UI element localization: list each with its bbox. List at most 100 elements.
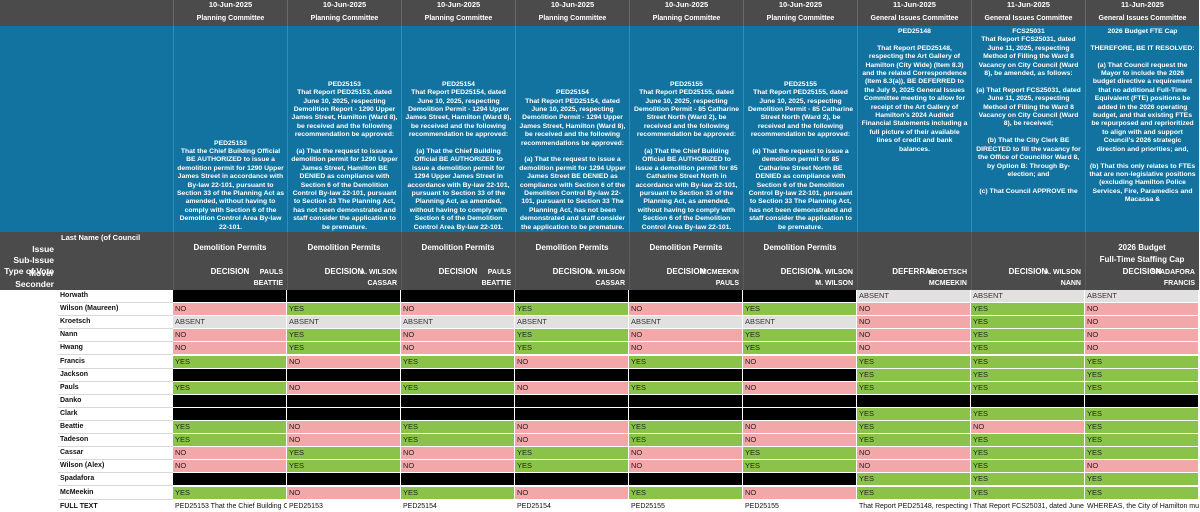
vote-cell[interactable]: NO: [857, 303, 971, 317]
vote-cell[interactable]: [743, 394, 857, 408]
column-full-text[interactable]: PED25153: [287, 501, 401, 512]
vote-cell[interactable]: YES: [173, 434, 287, 448]
vote-cell[interactable]: NO: [629, 447, 743, 461]
vote-cell[interactable]: [401, 394, 515, 408]
vote-cell[interactable]: ABSENT: [857, 290, 971, 304]
vote-cell[interactable]: NO: [1085, 329, 1199, 343]
vote-cell[interactable]: YES: [971, 460, 1085, 474]
vote-cell[interactable]: [743, 368, 857, 382]
vote-cell[interactable]: YES: [401, 381, 515, 395]
vote-cell[interactable]: [173, 290, 287, 304]
vote-cell[interactable]: YES: [287, 329, 401, 343]
vote-cell[interactable]: YES: [743, 447, 857, 461]
vote-cell[interactable]: ABSENT: [401, 316, 515, 330]
vote-cell[interactable]: NO: [629, 342, 743, 356]
vote-cell[interactable]: YES: [1085, 486, 1199, 500]
column-full-text[interactable]: PED25155: [743, 501, 857, 512]
vote-cell[interactable]: [971, 394, 1085, 408]
column-full-text[interactable]: That Report FCS25031, dated June 11: [971, 501, 1085, 512]
vote-cell[interactable]: [515, 290, 629, 304]
vote-cell[interactable]: [173, 368, 287, 382]
vote-cell[interactable]: [287, 407, 401, 421]
vote-cell[interactable]: NO: [515, 486, 629, 500]
vote-cell[interactable]: [401, 290, 515, 304]
vote-cell[interactable]: YES: [629, 421, 743, 435]
vote-cell[interactable]: YES: [629, 486, 743, 500]
vote-cell[interactable]: [287, 368, 401, 382]
vote-cell[interactable]: [743, 407, 857, 421]
vote-cell[interactable]: YES: [515, 460, 629, 474]
column-full-text[interactable]: WHEREAS, the City of Hamilton must: [1085, 501, 1199, 512]
column-full-text[interactable]: That Report PED25148, respecting the Art: [857, 501, 971, 512]
vote-cell[interactable]: YES: [857, 486, 971, 500]
vote-cell[interactable]: YES: [857, 368, 971, 382]
vote-cell[interactable]: ABSENT: [173, 316, 287, 330]
vote-cell[interactable]: NO: [1085, 303, 1199, 317]
column-full-text[interactable]: PED25154: [515, 501, 629, 512]
vote-cell[interactable]: YES: [971, 407, 1085, 421]
vote-cell[interactable]: NO: [857, 316, 971, 330]
vote-cell[interactable]: YES: [971, 355, 1085, 369]
vote-cell[interactable]: [287, 394, 401, 408]
vote-cell[interactable]: NO: [287, 381, 401, 395]
column-full-text[interactable]: PED25154: [401, 501, 515, 512]
vote-cell[interactable]: YES: [287, 342, 401, 356]
vote-cell[interactable]: NO: [743, 381, 857, 395]
vote-cell[interactable]: NO: [857, 460, 971, 474]
vote-cell[interactable]: YES: [743, 329, 857, 343]
vote-cell[interactable]: YES: [401, 355, 515, 369]
vote-cell[interactable]: YES: [971, 447, 1085, 461]
vote-cell[interactable]: [629, 473, 743, 487]
vote-cell[interactable]: [401, 368, 515, 382]
vote-cell[interactable]: NO: [515, 434, 629, 448]
vote-cell[interactable]: NO: [629, 303, 743, 317]
vote-cell[interactable]: YES: [1085, 421, 1199, 435]
vote-cell[interactable]: YES: [1085, 447, 1199, 461]
vote-cell[interactable]: [1085, 394, 1199, 408]
vote-cell[interactable]: YES: [173, 355, 287, 369]
vote-cell[interactable]: YES: [401, 486, 515, 500]
vote-cell[interactable]: YES: [173, 421, 287, 435]
vote-cell[interactable]: NO: [287, 421, 401, 435]
vote-cell[interactable]: NO: [515, 381, 629, 395]
vote-cell[interactable]: YES: [1085, 434, 1199, 448]
vote-cell[interactable]: ABSENT: [1085, 290, 1199, 304]
vote-cell[interactable]: NO: [743, 486, 857, 500]
vote-cell[interactable]: YES: [287, 460, 401, 474]
vote-cell[interactable]: YES: [971, 381, 1085, 395]
vote-cell[interactable]: NO: [173, 342, 287, 356]
vote-cell[interactable]: YES: [971, 473, 1085, 487]
vote-cell[interactable]: [515, 394, 629, 408]
vote-cell[interactable]: YES: [971, 303, 1085, 317]
vote-cell[interactable]: YES: [857, 381, 971, 395]
vote-cell[interactable]: NO: [173, 460, 287, 474]
vote-cell[interactable]: NO: [401, 303, 515, 317]
vote-cell[interactable]: YES: [743, 460, 857, 474]
column-full-text[interactable]: PED25155: [629, 501, 743, 512]
vote-cell[interactable]: YES: [515, 329, 629, 343]
vote-cell[interactable]: [173, 473, 287, 487]
vote-cell[interactable]: [743, 290, 857, 304]
vote-cell[interactable]: NO: [287, 486, 401, 500]
vote-cell[interactable]: [629, 407, 743, 421]
vote-cell[interactable]: YES: [515, 447, 629, 461]
vote-cell[interactable]: YES: [287, 447, 401, 461]
vote-cell[interactable]: NO: [173, 329, 287, 343]
vote-cell[interactable]: NO: [401, 460, 515, 474]
vote-cell[interactable]: YES: [1085, 368, 1199, 382]
vote-cell[interactable]: [401, 407, 515, 421]
vote-cell[interactable]: YES: [971, 342, 1085, 356]
vote-cell[interactable]: YES: [629, 381, 743, 395]
vote-cell[interactable]: ABSENT: [287, 316, 401, 330]
vote-cell[interactable]: YES: [287, 303, 401, 317]
vote-cell[interactable]: YES: [971, 329, 1085, 343]
vote-cell[interactable]: [287, 473, 401, 487]
vote-cell[interactable]: [173, 394, 287, 408]
vote-cell[interactable]: [743, 473, 857, 487]
vote-cell[interactable]: [515, 368, 629, 382]
vote-cell[interactable]: YES: [1085, 407, 1199, 421]
vote-cell[interactable]: YES: [515, 342, 629, 356]
column-full-text[interactable]: PED25153 That the Chief Building Off: [173, 501, 287, 512]
vote-cell[interactable]: [629, 394, 743, 408]
vote-cell[interactable]: NO: [287, 355, 401, 369]
